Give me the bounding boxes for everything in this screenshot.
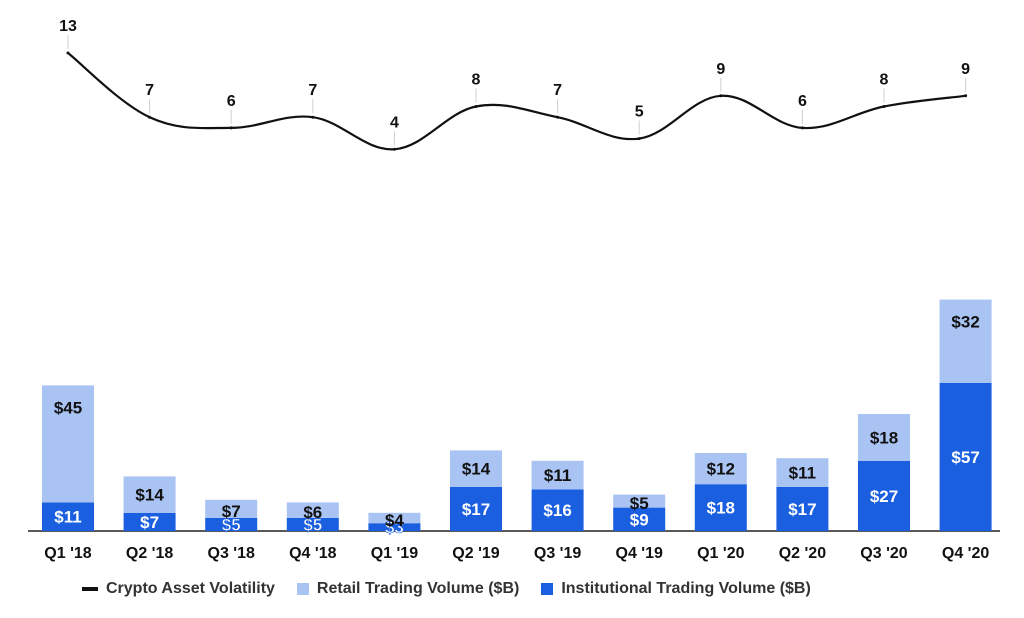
x-tick-label: Q3 '18 — [208, 545, 255, 562]
x-tick-label: Q2 '19 — [452, 545, 499, 562]
data-label-retail: $12 — [707, 460, 735, 479]
legend-label-retail: Retail Trading Volume ($B) — [316, 580, 520, 597]
data-label-retail: $6 — [303, 503, 322, 522]
legend-swatch-institutional — [541, 583, 554, 595]
x-tick-label: Q4 '19 — [616, 545, 663, 562]
bar-retail — [368, 512, 421, 524]
data-label-retail: $5 — [630, 494, 649, 513]
volatility-label: 7 — [553, 82, 562, 99]
data-label-retail: $14 — [135, 486, 164, 505]
bar-retail — [123, 476, 176, 513]
volatility-point — [719, 94, 723, 98]
bar-retail — [776, 458, 829, 487]
bar-institutional — [939, 382, 992, 531]
data-label-retail: $7 — [222, 502, 241, 521]
volatility-line — [67, 52, 966, 151]
volatility-label: 7 — [308, 82, 317, 99]
volatility-point — [229, 126, 233, 130]
bar-retail — [205, 499, 258, 518]
data-label-retail: $18 — [870, 428, 898, 447]
volatility-point — [66, 51, 70, 55]
legend-swatch-volatility — [82, 587, 98, 591]
data-label-institutional: $18 — [707, 499, 735, 518]
bar-institutional — [450, 486, 502, 531]
volatility-label: 4 — [390, 114, 399, 131]
x-tick-label: Q3 '20 — [860, 545, 907, 562]
volatility-label: 5 — [635, 104, 644, 121]
x-tick-label: Q2 '18 — [126, 545, 173, 562]
bar-institutional — [286, 518, 339, 531]
bar-institutional — [613, 507, 666, 531]
data-label-institutional: $11 — [54, 508, 81, 527]
volatility-point — [556, 115, 560, 119]
volatility-point — [882, 105, 886, 108]
x-tick-label: Q4 '20 — [942, 545, 989, 562]
data-label-institutional: $3 — [385, 518, 404, 537]
bar-institutional — [42, 502, 94, 531]
data-label-retail: $11 — [789, 464, 816, 483]
bar-institutional — [123, 512, 176, 531]
bar-retail — [694, 453, 747, 485]
legend: Crypto Asset Volatility Retail Trading V… — [82, 580, 833, 598]
data-label-institutional: $7 — [140, 513, 159, 532]
x-tick-label: Q2 '20 — [779, 545, 826, 562]
x-tick-label: Q1 '19 — [371, 545, 418, 562]
volatility-point — [964, 94, 968, 98]
volatility-point — [800, 126, 804, 130]
data-label-retail: $32 — [951, 313, 979, 332]
legend-item-institutional: Institutional Trading Volume ($B) — [541, 580, 811, 598]
legend-label-volatility: Crypto Asset Volatility — [106, 580, 275, 597]
volatility-label: 6 — [798, 93, 807, 110]
legend-item-volatility: Crypto Asset Volatility — [82, 580, 275, 598]
bar-institutional — [776, 486, 829, 531]
bar-retail — [531, 460, 584, 490]
bar-retail — [858, 414, 910, 461]
x-tick-label: Q1 '18 — [44, 545, 91, 562]
volatility-point — [637, 137, 641, 141]
data-label-institutional: $57 — [951, 448, 979, 467]
legend-label-institutional: Institutional Trading Volume ($B) — [561, 580, 811, 597]
x-tick-label: Q1 '20 — [697, 545, 744, 562]
volatility-label: 6 — [227, 93, 236, 110]
volatility-point — [148, 115, 152, 119]
bar-institutional — [368, 523, 421, 531]
volatility-label: 9 — [961, 61, 970, 78]
data-label-retail: $4 — [385, 511, 404, 530]
bar-retail — [286, 502, 339, 518]
volatility-point — [311, 115, 315, 119]
data-label-institutional: $17 — [462, 500, 490, 519]
data-label-institutional: $9 — [630, 510, 649, 529]
volatility-label: 7 — [145, 82, 154, 99]
data-label-retail: $11 — [544, 466, 571, 485]
volatility-label: 8 — [880, 72, 889, 89]
x-tick-label: Q3 '19 — [534, 545, 581, 562]
data-label-institutional: $16 — [543, 501, 571, 520]
bar-institutional — [531, 489, 584, 531]
data-label-institutional: $5 — [222, 516, 241, 535]
bar-institutional — [205, 518, 258, 531]
x-tick-label: Q4 '18 — [289, 545, 336, 562]
data-label-institutional: $17 — [788, 500, 816, 519]
bar-retail — [42, 385, 94, 503]
legend-item-retail: Retail Trading Volume ($B) — [296, 580, 520, 598]
volatility-label: 9 — [716, 61, 725, 78]
volatility-point — [474, 105, 478, 108]
legend-swatch-retail — [296, 583, 309, 595]
data-label-institutional: $5 — [303, 516, 322, 535]
volatility-label: 8 — [472, 72, 481, 89]
bar-retail — [939, 299, 992, 383]
data-label-retail: $14 — [462, 460, 491, 479]
bar-institutional — [694, 484, 747, 531]
bar-institutional — [858, 460, 910, 531]
data-label-institutional: $27 — [870, 487, 898, 506]
data-label-retail: $45 — [54, 398, 82, 417]
bar-retail — [613, 494, 666, 508]
volatility-label: 13 — [59, 18, 77, 35]
bar-retail — [450, 450, 502, 487]
volatility-point — [392, 147, 396, 151]
